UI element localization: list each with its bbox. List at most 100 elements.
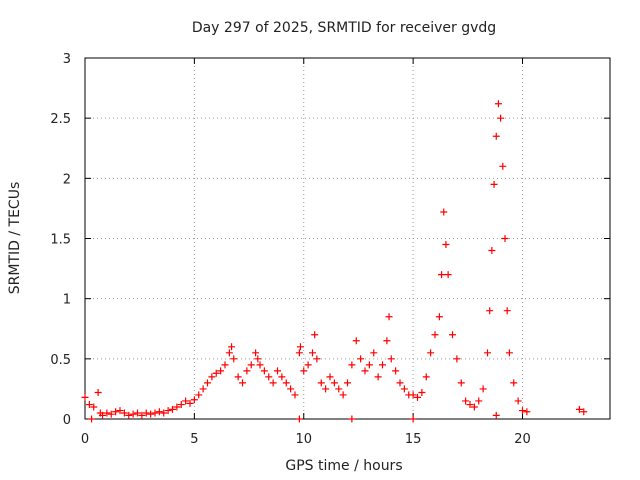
data-point [444,271,452,279]
x-tick-label: 0 [81,432,89,447]
y-axis-label: SRMTID / TECUs [7,182,23,295]
data-point [348,361,356,369]
data-point [164,407,172,415]
data-point [475,397,483,405]
data-point [326,373,334,381]
data-point [186,399,194,407]
data-point [523,408,531,416]
y-tick-label: 3 [63,52,71,67]
data-point [169,405,176,413]
data-point [484,349,491,357]
data-point [361,367,369,375]
data-point [112,408,120,416]
data-point [99,411,106,419]
data-point [470,403,478,411]
data-point [204,379,211,387]
data-point [357,355,365,363]
data-point [422,373,430,381]
data-point [260,367,268,375]
data-point [208,373,216,381]
data-point [151,409,159,417]
data-point [304,361,312,369]
data-point [296,343,304,351]
data-point [125,411,133,419]
data-point [85,401,93,409]
data-point [103,409,111,417]
x-tick-label: 10 [295,432,312,447]
data-point [295,349,303,357]
x-tick-label: 15 [405,432,422,447]
data-point [252,349,260,357]
data-point [431,331,439,339]
grid-lines [85,58,610,419]
data-point [228,343,236,351]
x-axis-tick-labels: 0 5 10 15 20 [81,432,531,447]
data-point [344,379,351,387]
data-point [160,409,168,417]
data-point [385,313,393,321]
data-point [339,391,347,399]
data-point [396,379,404,387]
data-point [466,401,474,409]
data-point [580,408,588,416]
data-point [374,373,382,381]
data-point [147,410,155,418]
data-point [134,409,141,417]
data-point [300,367,308,375]
data-point [335,385,343,393]
data-point [435,313,443,321]
data-point [494,100,502,108]
data-point [254,355,262,363]
data-point [225,349,233,357]
data-point [291,391,299,399]
data-point [217,367,225,375]
data-point [311,331,319,339]
data-point [322,385,330,393]
x-tick-label: 20 [514,432,531,447]
y-axis-tick-labels: 0 0.5 1 1.5 2 2.5 3 [50,52,71,428]
data-point [282,379,290,387]
data-point [129,410,137,418]
data-point [505,349,513,357]
data-point [195,391,203,399]
data-point [449,331,456,339]
data-point [438,271,446,279]
data-point [173,403,181,411]
data-point [514,397,522,405]
data-point [370,349,378,357]
data-point [414,393,421,401]
data-point [107,410,115,418]
data-point [221,361,229,369]
data-point [503,307,511,315]
data-point [490,180,498,188]
data-point [287,385,295,393]
data-point [177,401,185,409]
data-point [182,397,190,405]
data-point [239,379,246,387]
data-point [409,415,417,423]
data-points [81,100,588,423]
chart-title: Day 297 of 2025, SRMTID for receiver gvd… [192,20,496,36]
y-tick-label: 0.5 [50,353,71,368]
data-point [116,407,124,415]
data-point [190,396,198,404]
data-point [317,379,325,387]
data-point [492,411,500,419]
data-point [519,407,526,415]
data-point [309,349,316,357]
x-axis-label: GPS time / hours [285,458,402,474]
data-point [212,369,220,377]
data-point [230,355,238,363]
data-point [269,379,277,387]
data-point [199,385,207,393]
data-point [330,379,338,387]
data-point [138,411,146,419]
data-point [295,415,303,423]
data-point [501,235,509,242]
y-tick-label: 1.5 [50,233,71,248]
data-point [383,337,391,345]
data-point [352,337,360,345]
data-point [492,132,500,140]
